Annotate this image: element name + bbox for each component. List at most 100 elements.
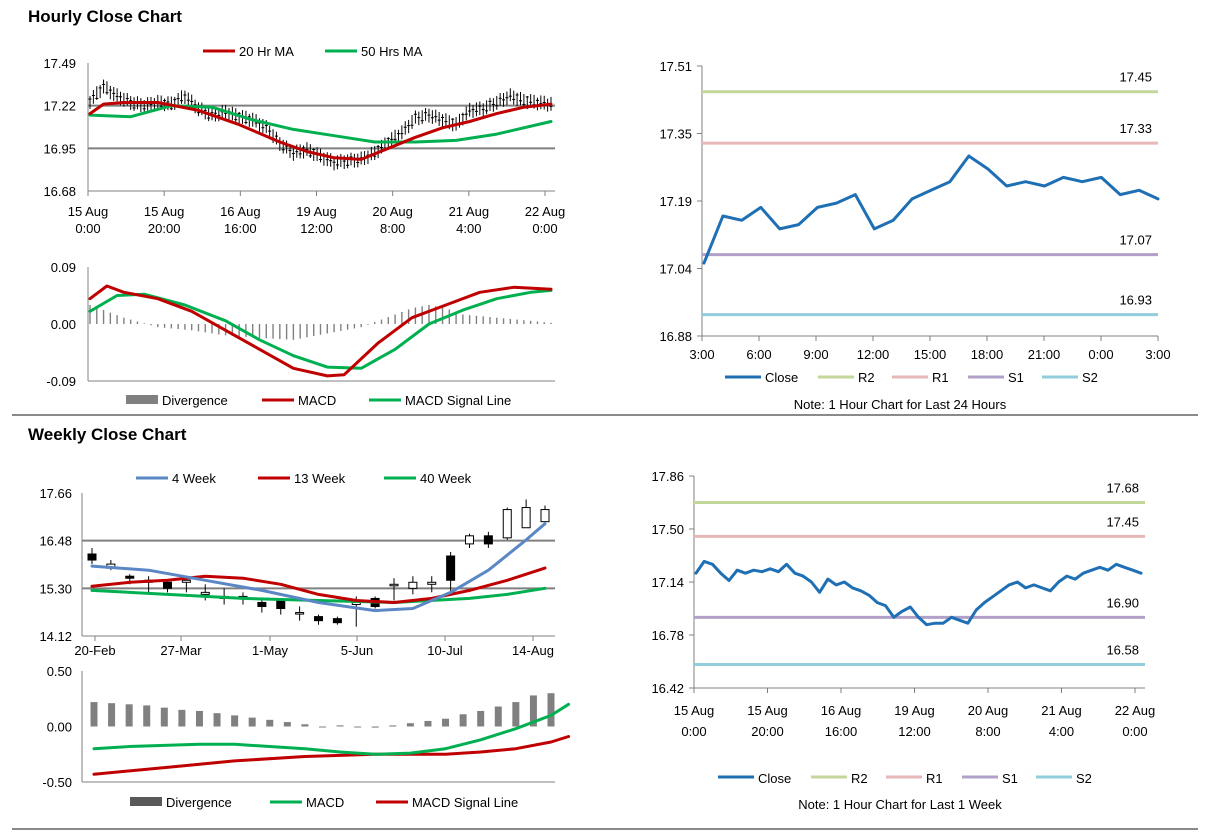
hourly-x-tick-time: 0:00 (532, 221, 557, 236)
hourly-24h-x-tick: 15:00 (914, 347, 947, 362)
hourly-macd-y-tick: -0.09 (46, 374, 76, 389)
weekly-candle-body (200, 591, 210, 595)
weekly-1w-x-tick-date: 19 Aug (894, 703, 935, 718)
hourly-legend-signal-label: MACD Signal Line (405, 393, 511, 408)
weekly-candle-body (295, 612, 305, 615)
hourly-24h-legend-label: S2 (1082, 370, 1098, 385)
weekly-divergence-bar (213, 713, 221, 727)
weekly-macd-line (92, 702, 571, 756)
weekly-divergence-bar (512, 702, 520, 727)
hourly-24h-x-tick: 21:00 (1028, 347, 1061, 362)
hourly-24h-legend-label: Close (765, 370, 798, 385)
weekly-x-tick: 1-May (252, 643, 289, 658)
weekly-1w-x-tick-time: 0:00 (681, 724, 706, 739)
hourly-x-tick-date: 15 Aug (68, 204, 109, 219)
weekly-y-tick: 17.66 (39, 486, 72, 501)
hourly-x-tick-time: 20:00 (148, 221, 181, 236)
hourly-y-tick: 17.22 (43, 99, 76, 114)
weekly-divergence-bar (494, 706, 502, 727)
weekly-legend-40w-label: 40 Week (420, 471, 472, 486)
hourly-24h-x-tick: 18:00 (971, 347, 1004, 362)
weekly-1w-legend-label: S2 (1076, 771, 1092, 786)
section-divider (12, 414, 1198, 416)
weekly-1w-level-label: 17.68 (1106, 481, 1139, 496)
weekly-1w-level-label: 17.45 (1106, 514, 1139, 529)
hourly-x-tick-time: 8:00 (380, 221, 405, 236)
hourly-24h-x-tick: 9:00 (803, 347, 828, 362)
weekly-1w-x-tick-date: 15 Aug (674, 703, 715, 718)
weekly-1w-x-tick-time: 4:00 (1049, 724, 1074, 739)
hourly-24h-note: Note: 1 Hour Chart for Last 24 Hours (794, 397, 1007, 412)
weekly-divergence-bar (160, 707, 168, 727)
weekly-legend-divergence-label: Divergence (166, 795, 232, 810)
weekly-1w-x-tick-time: 8:00 (975, 724, 1000, 739)
weekly-candle-body (427, 581, 437, 585)
weekly-macd-y-tick: 0.00 (47, 720, 72, 735)
weekly-y-tick: 14.12 (39, 629, 72, 644)
weekly-divergence-bar (477, 710, 485, 727)
weekly-1w-x-tick-date: 20 Aug (968, 703, 1009, 718)
weekly-divergence-bar (389, 725, 397, 727)
weekly-candle-body (389, 583, 399, 587)
hourly-x-tick-date: 15 Aug (144, 204, 185, 219)
weekly-1w-close-line (694, 559, 1143, 627)
hourly-ma20-line (88, 101, 553, 161)
hourly-24h-y-tick: 17.04 (659, 262, 692, 277)
hourly-24h-level-label: 17.07 (1119, 233, 1152, 248)
weekly-candle-body (332, 618, 342, 624)
hourly-legend-macd-label: MACD (298, 393, 336, 408)
weekly-1w-legend-label: Close (758, 771, 791, 786)
weekly-ma13-line (90, 566, 547, 604)
hourly-24h-level-label: 17.45 (1119, 70, 1152, 85)
hourly-24h-y-tick: 17.35 (659, 127, 692, 142)
weekly-candle-body (446, 555, 456, 581)
weekly-1w-x-tick-time: 20:00 (751, 724, 784, 739)
hourly-24h-y-tick: 17.19 (659, 194, 692, 209)
bottom-divider (12, 828, 1198, 830)
weekly-candle-body (502, 509, 512, 539)
hourly-24h-legend-label: R2 (858, 370, 875, 385)
weekly-legend-4w-label: 4 Week (172, 471, 216, 486)
hourly-24h-y-tick: 17.51 (659, 59, 692, 74)
hourly-section-title: Hourly Close Chart (28, 7, 182, 26)
weekly-divergence-bar (442, 718, 450, 727)
hourly-y-tick: 17.49 (43, 56, 76, 71)
weekly-1w-legend-label: R1 (926, 771, 943, 786)
weekly-1w-x-tick-time: 12:00 (898, 724, 931, 739)
weekly-divergence-bar (231, 715, 239, 727)
weekly-legend-13w-label: 13 Week (294, 471, 346, 486)
weekly-candle-body (257, 601, 267, 608)
weekly-divergence-bar (319, 726, 326, 728)
weekly-divergence-bar (143, 705, 151, 727)
weekly-1w-x-tick-time: 0:00 (1122, 724, 1147, 739)
weekly-ma4-line (90, 522, 547, 613)
hourly-y-tick: 16.95 (43, 141, 76, 156)
weekly-y-tick: 15.30 (39, 581, 72, 596)
weekly-candle-body (408, 581, 418, 589)
weekly-divergence-bar (90, 702, 98, 727)
weekly-signal-line (92, 735, 571, 776)
weekly-y-tick: 16.48 (39, 534, 72, 549)
weekly-divergence-bar (529, 695, 537, 727)
hourly-x-tick-date: 19 Aug (296, 204, 337, 219)
weekly-1w-level-label: 16.90 (1106, 595, 1139, 610)
weekly-1w-y-tick: 17.50 (651, 522, 684, 537)
hourly-24h-x-tick: 6:00 (746, 347, 771, 362)
weekly-candle-body (125, 575, 135, 579)
hourly-x-tick-time: 12:00 (300, 221, 333, 236)
weekly-divergence-bar (283, 722, 291, 727)
hourly-legend-ma20-label: 20 Hr MA (239, 44, 294, 59)
hourly-x-tick-time: 0:00 (75, 221, 100, 236)
hourly-macd-line (88, 284, 553, 378)
weekly-section-title: Weekly Close Chart (28, 425, 187, 444)
hourly-24h-y-tick: 16.88 (659, 329, 692, 344)
weekly-divergence-bar (195, 710, 203, 727)
weekly-divergence-bar (266, 719, 274, 727)
weekly-candle-body (314, 616, 323, 622)
weekly-1w-x-tick-time: 16:00 (825, 724, 858, 739)
weekly-x-tick: 27-Mar (160, 643, 202, 658)
weekly-1w-y-tick: 17.86 (651, 469, 684, 484)
weekly-macd-y-tick: 0.50 (47, 664, 72, 679)
hourly-macd-y-tick: 0.00 (51, 317, 76, 332)
